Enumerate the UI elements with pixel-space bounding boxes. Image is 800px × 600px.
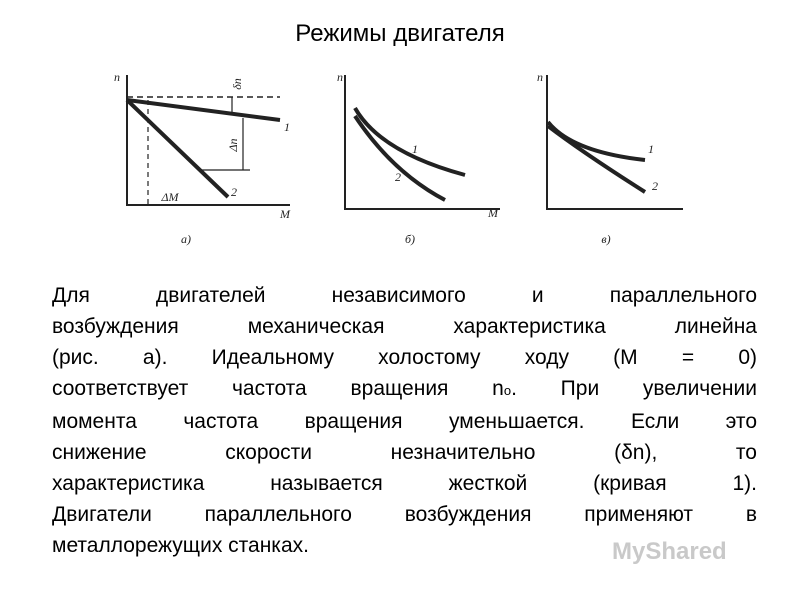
- figure-caption: а): [181, 232, 191, 246]
- curve-label: 1: [648, 142, 654, 156]
- axis-label: n: [337, 70, 343, 84]
- figure-b: [344, 75, 500, 210]
- text-segment: . При увеличении: [511, 377, 757, 400]
- axis-label: n: [114, 70, 120, 84]
- text-line: возбуждения механическая характеристика …: [52, 315, 757, 338]
- text-line: (рис. а). Идеальному холостому ходу (М =…: [52, 346, 757, 369]
- text-line: металлорежущих станках.: [52, 534, 309, 557]
- figure-c: [546, 75, 683, 210]
- axis-label: M: [279, 207, 291, 221]
- figure-caption: б): [405, 232, 415, 246]
- curve-label: 2: [395, 170, 401, 184]
- paragraph: Для двигателей независимого и параллельн…: [52, 280, 757, 561]
- text-segment: соответствует частота вращения n: [52, 377, 504, 400]
- curve-label: 2: [231, 185, 237, 199]
- axis-label: n: [537, 70, 543, 84]
- figure-a: [125, 75, 290, 206]
- curve-label: 2: [652, 179, 658, 193]
- axis-label: M: [487, 206, 499, 220]
- subscript: о: [503, 383, 512, 398]
- figures: n δn Δn 1 2 ΔM M а) n 1 2 M б) n 1 2 в): [114, 70, 683, 246]
- drop-label: Δn: [226, 138, 240, 152]
- curve-label: 1: [412, 142, 418, 156]
- text-line: соответствует частота вращения nо. При у…: [52, 373, 757, 406]
- text-line: Для двигателей независимого и параллельн…: [52, 284, 757, 307]
- text-line: характеристика называется жесткой (крива…: [52, 472, 757, 495]
- delta-label: ΔM: [160, 190, 179, 204]
- text-line: момента частота вращения уменьшается. Ес…: [52, 410, 757, 433]
- watermark: MyShared: [612, 538, 727, 565]
- curve-label: 1: [284, 120, 290, 134]
- drop-label: δn: [230, 78, 244, 90]
- text-line: снижение скорости незначительно (δn), то: [52, 441, 757, 464]
- slide-title: Режимы двигателя: [295, 20, 505, 47]
- figure-caption: в): [601, 232, 610, 246]
- text-line: Двигатели параллельного возбуждения прим…: [52, 503, 757, 526]
